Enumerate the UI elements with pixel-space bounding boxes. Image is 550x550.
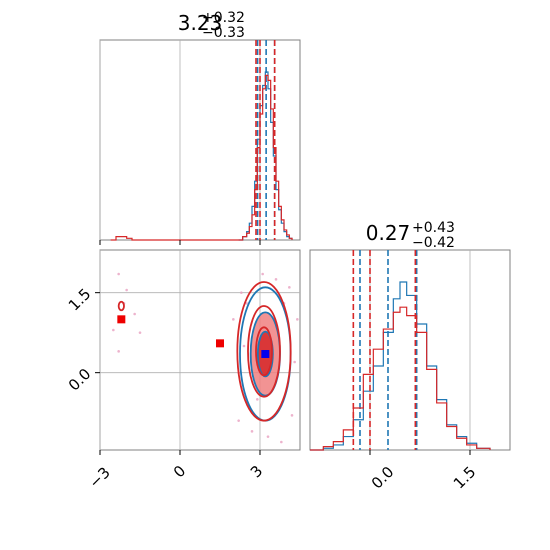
marginal-y-xtick-label-0.0: 0.0 xyxy=(368,463,398,493)
joint-scatter-point xyxy=(261,272,264,276)
marginal-x-title-value: 3.23 xyxy=(178,11,223,35)
marginal-y-title-minus: −0.42 xyxy=(412,235,455,251)
marginal-y-xtick-label-1.5: 1.5 xyxy=(450,463,480,493)
marginal-y-title-plus: +0.43 xyxy=(412,220,455,236)
joint-scatter-point xyxy=(245,302,248,305)
joint-ytick-label-0.0: 0.0 xyxy=(65,365,95,395)
marginal-x-red-histogram xyxy=(110,74,293,241)
joint-scatter-point xyxy=(274,278,278,281)
marginal-y-title: 0.27 xyxy=(366,221,411,245)
joint-scatter-point xyxy=(117,350,120,353)
joint-xtick-label-0: 0 xyxy=(170,462,189,481)
joint-red-contour xyxy=(247,305,281,398)
joint-red-marker xyxy=(216,339,224,348)
joint-scatter-point xyxy=(240,291,243,294)
joint-scatter-point xyxy=(290,414,294,417)
joint-ytick-label-1.5: 1.5 xyxy=(65,285,95,315)
joint-xtick-label--3: −3 xyxy=(85,463,113,491)
marginal-y-title-value: 0.27 xyxy=(366,221,411,245)
joint-scatter-point xyxy=(133,312,136,316)
marginal-y-red-histogram xyxy=(310,306,491,451)
joint-red-contour xyxy=(255,326,273,377)
joint-scatter-point xyxy=(280,440,283,444)
joint-scatter-point xyxy=(232,318,235,321)
joint-xtick-label-3: 3 xyxy=(247,462,266,481)
joint-scatter-point xyxy=(256,398,259,401)
joint-scatter-point xyxy=(125,288,128,292)
joint-scatter-point xyxy=(242,344,246,348)
joint-scatter-point xyxy=(112,328,115,332)
joint-scatter-point xyxy=(293,360,296,364)
joint-small-red-contour xyxy=(117,300,125,312)
marginal-y-panel xyxy=(309,249,511,451)
joint-scatter-point xyxy=(117,272,120,276)
joint-red-marker xyxy=(117,315,126,324)
marginal-x-panel xyxy=(99,39,301,241)
joint-scatter-point xyxy=(296,318,299,321)
joint-red-contour xyxy=(236,281,292,422)
joint-scatter-point xyxy=(288,286,291,289)
joint-scatter-point xyxy=(266,435,270,438)
joint-scatter-point xyxy=(237,419,240,422)
joint-blue-marker xyxy=(261,350,270,358)
joint-scatter-point xyxy=(138,331,142,334)
marginal-x-title: 3.23 xyxy=(178,11,223,35)
joint-scatter-point xyxy=(250,430,254,433)
marginal-x-title-plus: +0.32 xyxy=(202,10,245,26)
marginal-x-title-minus: −0.33 xyxy=(202,25,245,41)
